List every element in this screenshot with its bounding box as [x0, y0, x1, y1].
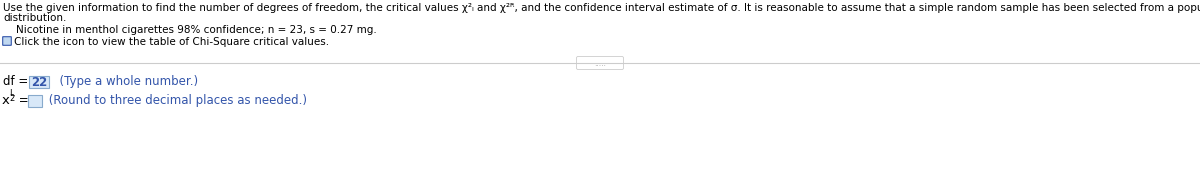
FancyBboxPatch shape [2, 37, 11, 45]
Text: 22: 22 [31, 76, 47, 89]
Text: distribution.: distribution. [2, 13, 66, 23]
Text: (Round to three decimal places as needed.): (Round to three decimal places as needed… [46, 94, 307, 107]
Text: Nicotine in menthol cigarettes 98% confidence; n = 23, s = 0.27 mg.: Nicotine in menthol cigarettes 98% confi… [2, 25, 377, 35]
Text: df =: df = [2, 75, 29, 88]
FancyBboxPatch shape [29, 76, 49, 88]
Text: L: L [10, 89, 13, 98]
FancyBboxPatch shape [28, 95, 42, 107]
FancyBboxPatch shape [576, 56, 624, 69]
Text: 2: 2 [10, 94, 14, 103]
Text: .....: ..... [594, 58, 606, 68]
Text: Click the icon to view the table of Chi-Square critical values.: Click the icon to view the table of Chi-… [14, 37, 329, 47]
Text: (Type a whole number.): (Type a whole number.) [52, 75, 198, 88]
Text: =: = [14, 94, 29, 107]
Text: Use the given information to find the number of degrees of freedom, the critical: Use the given information to find the nu… [2, 3, 1200, 13]
Text: x: x [2, 94, 10, 107]
